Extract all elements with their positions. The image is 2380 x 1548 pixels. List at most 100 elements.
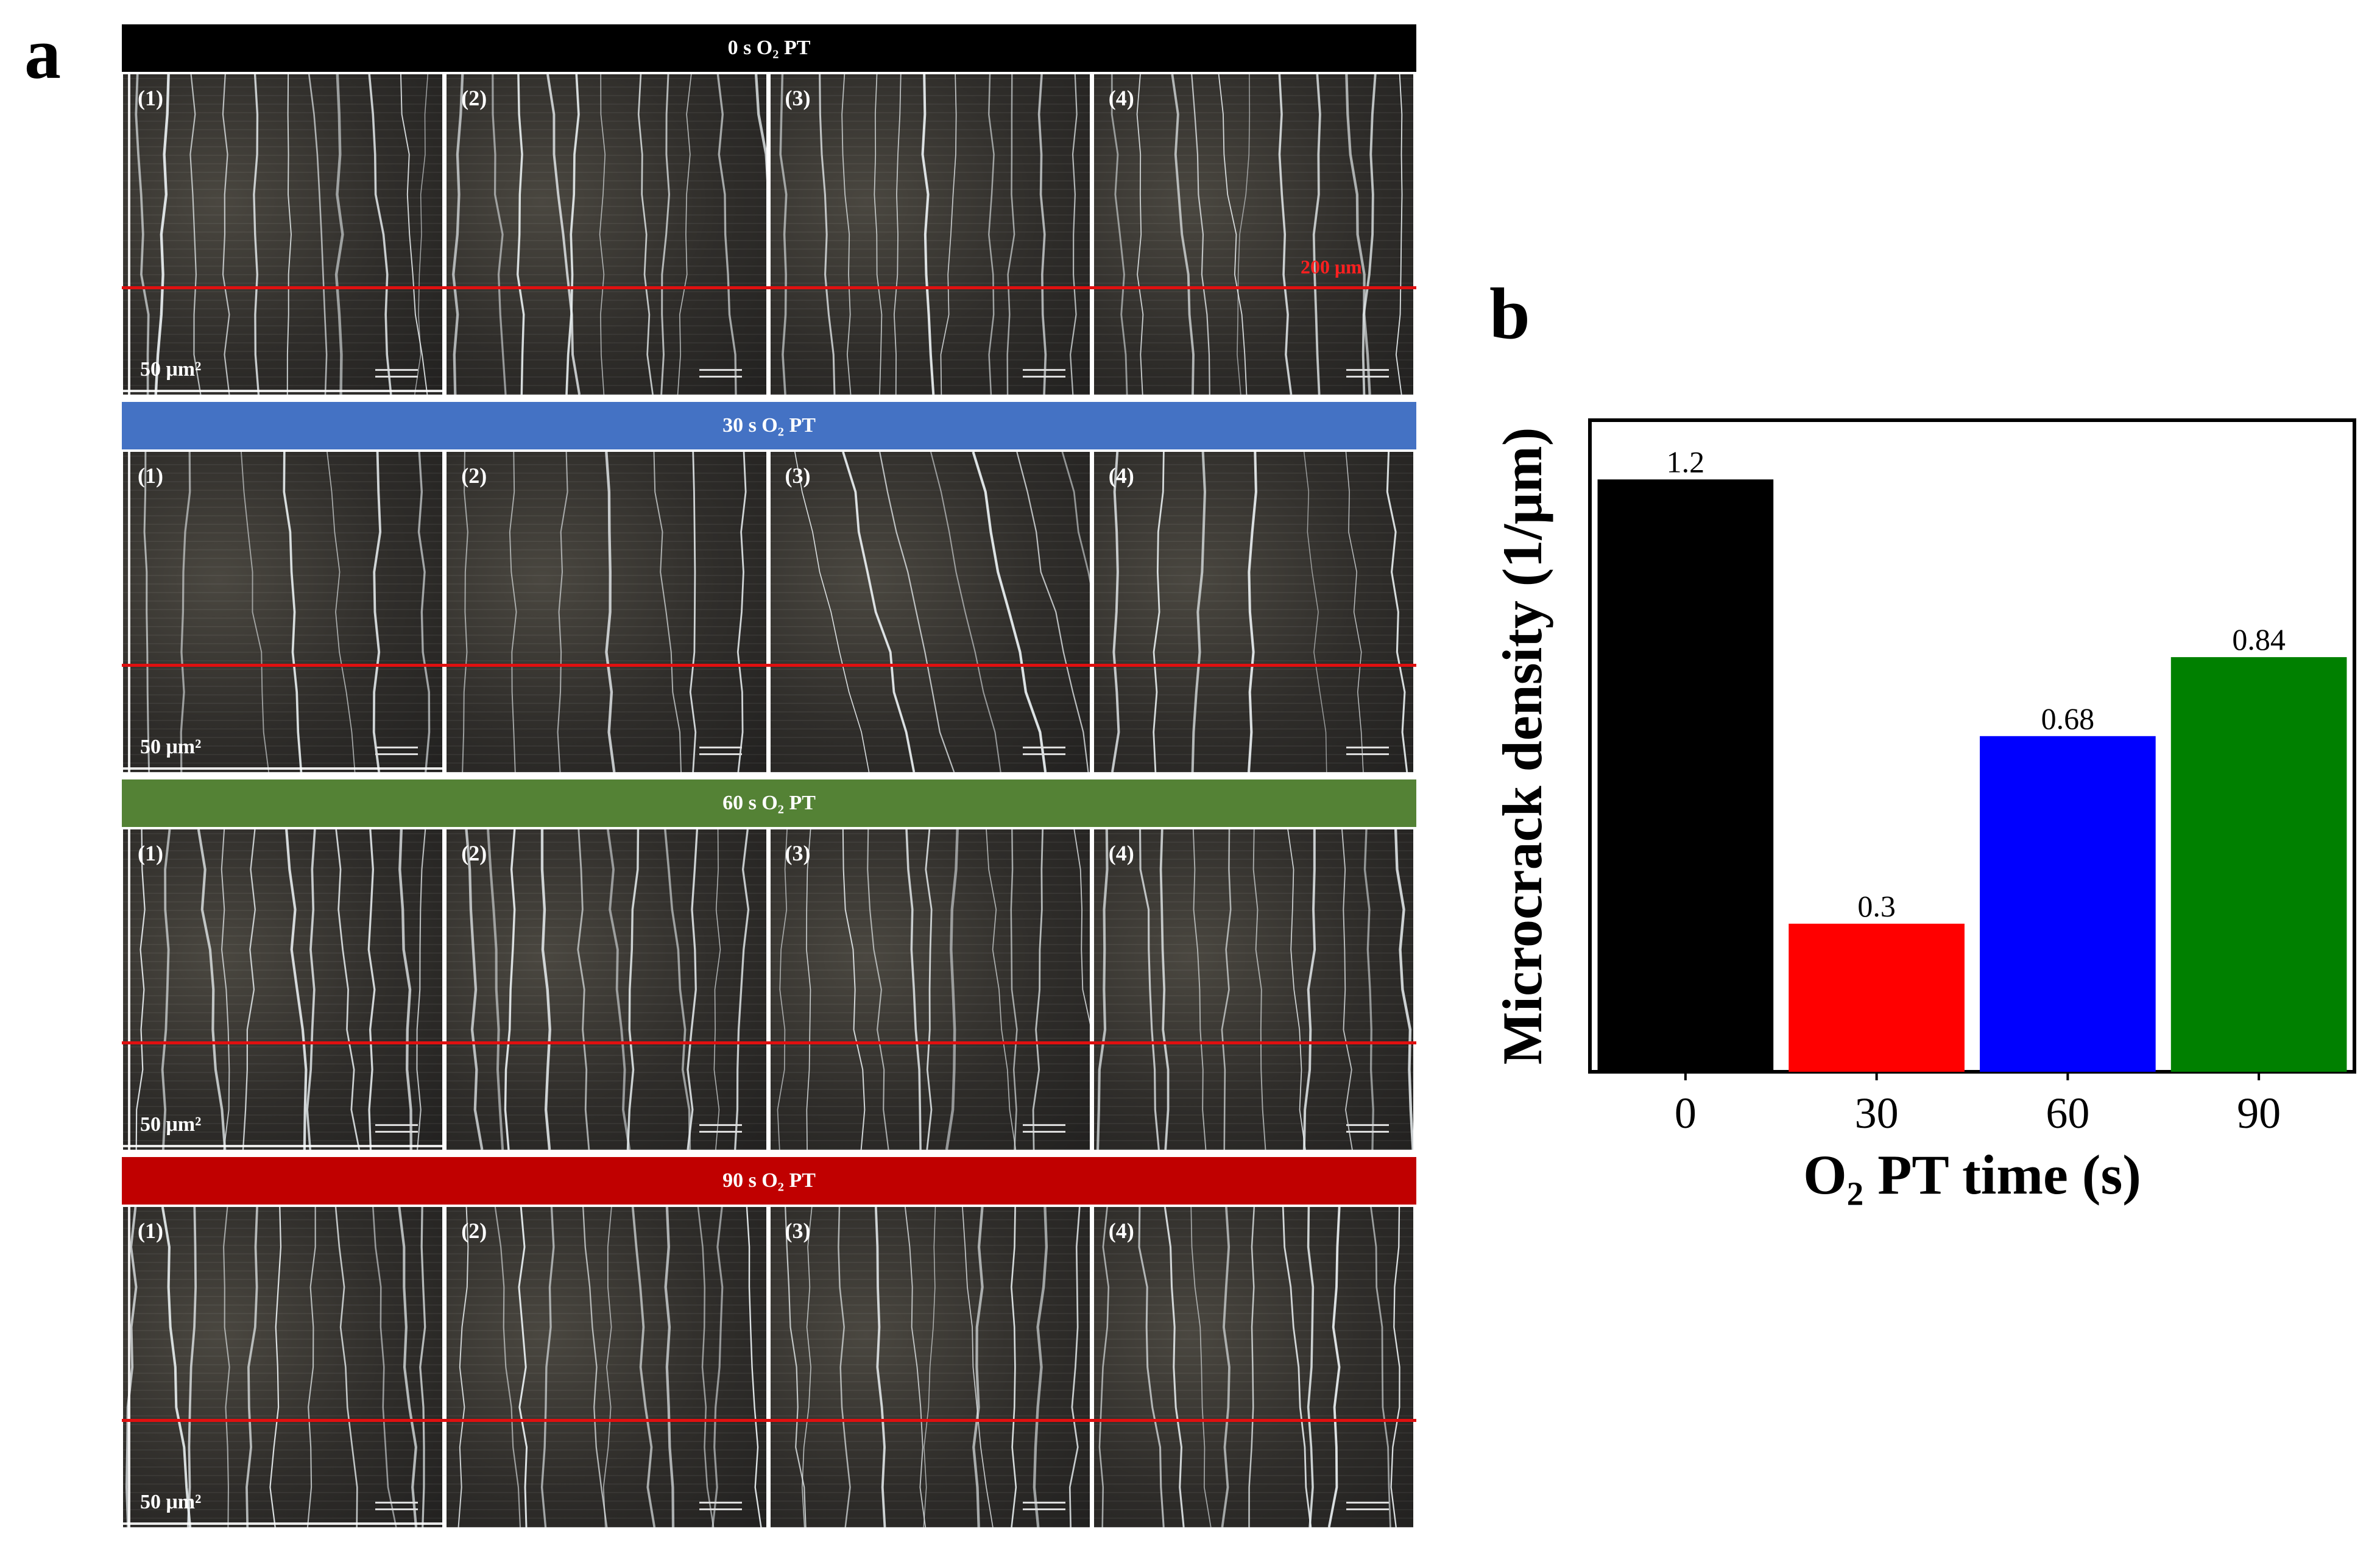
crack-pattern [135,74,429,395]
micrograph-tile: (4) [1092,451,1414,773]
crack-pattern [465,829,750,1150]
scale-bar [699,1502,742,1510]
scale-bar [1022,1124,1065,1133]
group-header: 90 s O₂ PT [122,1157,1416,1205]
crack-pattern [794,452,1090,772]
crack-pattern [1098,1207,1400,1527]
bar-value-label: 1.2 [1667,445,1705,479]
crack-pattern [1111,452,1408,772]
bar-value-label: 0.84 [2232,622,2286,656]
tile-label: (2) [461,1219,487,1243]
tile-label: (2) [461,841,487,865]
micrograph-tile: (3) [769,73,1091,396]
crack-pattern [779,74,1078,395]
crack-pattern [135,829,426,1150]
measurement-line [122,1419,1416,1422]
tile-row: (1) 50 μm² (2) (3) (4) [122,828,1416,1151]
scale-bar [375,1502,418,1510]
crack-pattern [1096,829,1413,1150]
scale-bar [1346,1502,1389,1510]
group-header: 0 s O₂ PT [122,24,1416,72]
scale-bar [375,1124,418,1133]
scale-bar [699,1124,742,1133]
tile-label: (4) [1108,463,1134,488]
micrograph-tile: (2) [445,451,768,773]
dimension-arrow-vertical [128,829,130,1150]
micrograph-tile: (3) [769,451,1091,773]
tile-label: (3) [785,841,811,865]
tile-label: (1) [138,841,163,865]
micrograph-tile: (2) [445,1206,768,1529]
tile-label: (4) [1108,1219,1134,1243]
scale-bar [699,747,742,755]
x-tick-label: 90 [2237,1089,2281,1138]
panel-a-letter: a [24,13,61,94]
tile-label: (1) [138,463,163,488]
microcrack-density-chart: 1.2 0 0.3 30 0.68 60 0.84 90 O₂ PT time (s) Micro… [1491,418,2356,1206]
panel-b-letter: b [1489,273,1530,354]
measurement-line [122,664,1416,667]
tile-label: (1) [138,1219,163,1243]
x-tick-label: 60 [2046,1089,2089,1138]
scale-bar [1346,1124,1389,1133]
bar-30 [1789,923,1965,1072]
dimension-arrow-horizontal [123,1145,443,1147]
micrograph-tile: (1) 50 μm² [122,451,444,773]
tile-row: (1) 50 μm² (2) (3) (4) 200 μm [122,73,1416,396]
plot-frame [1588,418,2356,1074]
tile-label: (4) [1108,86,1134,110]
micrograph-tile: (4) [1092,73,1414,396]
tile-label: (1) [138,86,163,110]
measurement-length-label: 200 μm [1301,256,1362,278]
tile-row: (1) 50 μm² (2) (3) (4) [122,451,1416,773]
scale-bar [1346,369,1389,378]
measurement-line [122,286,1416,289]
area-scale-note: 50 μm² [140,736,202,758]
crack-pattern [143,452,431,772]
area-scale-note: 50 μm² [140,1491,202,1513]
x-tick-label: 30 [1855,1089,1899,1138]
tile-row: (1) 50 μm² (2) (3) (4) [122,1206,1416,1529]
x-tick-label: 0 [1675,1089,1697,1138]
scale-bar [1022,747,1065,755]
micrograph-tile: (1) 50 μm² [122,1206,444,1529]
area-scale-note: 50 μm² [140,1113,202,1136]
tile-label: (3) [785,1219,811,1243]
scale-bar [1022,369,1065,378]
bar-60 [1980,736,2156,1072]
group-header: 60 s O₂ PT [122,779,1416,827]
scale-bar [375,369,418,378]
crack-pattern [777,829,1090,1150]
micrograph-tile: (4) [1092,828,1414,1151]
crack-pattern [452,74,766,395]
micrograph-tile: (2) [445,828,768,1151]
y-axis-label: Microcrack density (1/μm) [1491,427,1553,1065]
crack-pattern [462,452,747,772]
dimension-arrow-horizontal [123,767,443,770]
x-axis-label: O₂ PT time (s) [1803,1144,2141,1206]
crack-pattern [125,1207,426,1527]
tile-label: (3) [785,86,811,110]
crack-pattern [1111,74,1403,395]
area-scale-note: 50 μm² [140,358,202,381]
tile-label: (2) [461,463,487,488]
group-header: 30 s O₂ PT [122,402,1416,449]
crack-pattern [784,1207,1081,1527]
micrograph-tile: (4) [1092,1206,1414,1529]
scale-bar [1022,1502,1065,1510]
dimension-arrow-vertical [128,74,130,395]
bar-90 [2170,657,2347,1072]
micrograph-tile: (1) 50 μm² [122,828,444,1151]
dimension-arrow-horizontal [123,390,443,392]
scale-bar [375,747,418,755]
micrograph-tile: (3) [769,1206,1091,1529]
dimension-arrow-vertical [128,1207,130,1527]
crack-pattern [457,1207,762,1527]
bar-0 [1597,479,1774,1072]
scale-bar [1346,747,1389,755]
tile-label: (3) [785,463,811,488]
scale-bar [699,369,742,378]
dimension-arrow-horizontal [123,1522,443,1525]
micrograph-tile: (1) 50 μm² [122,73,444,396]
bar-value-label: 0.3 [1857,889,1896,923]
